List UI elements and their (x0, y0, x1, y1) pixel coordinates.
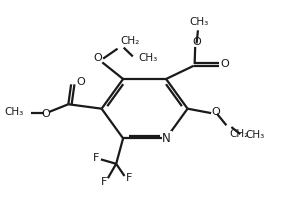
Text: O: O (221, 59, 229, 69)
Text: O: O (212, 107, 221, 117)
Text: CH₂: CH₂ (229, 129, 249, 139)
Text: F: F (93, 153, 99, 163)
Text: O: O (94, 52, 102, 62)
Text: CH₃: CH₃ (5, 107, 24, 117)
Text: CH₃: CH₃ (138, 52, 158, 62)
Text: O: O (41, 109, 50, 119)
Text: CH₂: CH₂ (120, 36, 140, 46)
Text: N: N (162, 132, 171, 145)
Text: F: F (126, 173, 133, 183)
Text: O: O (192, 37, 201, 47)
Text: CH₃: CH₃ (190, 17, 209, 27)
Text: CH₃: CH₃ (245, 130, 265, 140)
Text: F: F (101, 177, 108, 187)
Text: O: O (76, 77, 85, 87)
